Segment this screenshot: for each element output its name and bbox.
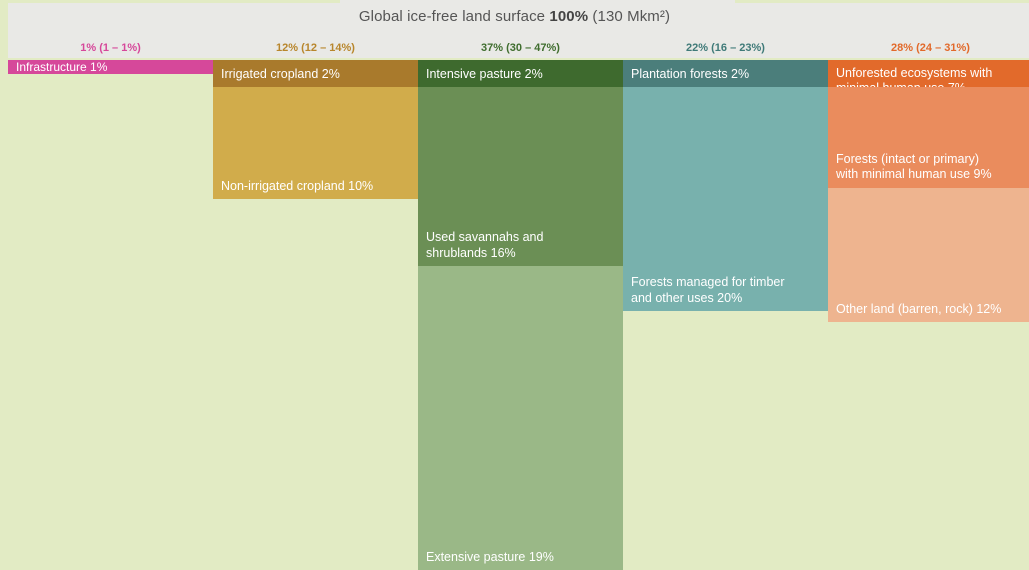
land-use-segment: Forests managed for timber and other use…	[623, 87, 828, 311]
column-share-label: 1% (1 – 1%)	[80, 42, 141, 54]
land-use-segment: Irrigated cropland 2%	[213, 60, 418, 87]
segment-label: Forests (intact or primary) with minimal…	[836, 152, 992, 181]
land-use-segment: Plantation forests 2%	[623, 60, 828, 87]
land-use-segment: Intensive pasture 2%	[418, 60, 623, 87]
segment-label: Extensive pasture 19%	[426, 550, 554, 564]
land-use-segment: Forests (intact or primary) with minimal…	[828, 87, 1029, 188]
land-use-segment: Used savannahs and shrublands 16%	[418, 87, 623, 266]
segment-label: Unforested ecosystems with minimal human…	[836, 66, 993, 87]
land-use-segment: Extensive pasture 19%	[418, 266, 623, 570]
segment-label: Forests managed for timber and other use…	[631, 275, 785, 305]
title-prefix: Global ice-free land surface	[358, 8, 550, 25]
land-use-segment: Unforested ecosystems with minimal human…	[828, 60, 1029, 87]
segment-label: Infrastructure 1%	[16, 60, 108, 74]
land-use-segment: Non-irrigated cropland 10%	[213, 87, 418, 199]
column-share-label: 28% (24 – 31%)	[891, 42, 970, 54]
header-band	[8, 3, 1029, 58]
title-tab	[340, 0, 735, 3]
segment-label: Other land (barren, rock) 12%	[836, 302, 1002, 316]
title-suffix: (130 Mkm²)	[588, 8, 671, 25]
land-use-segment: Other land (barren, rock) 12%	[828, 188, 1029, 322]
column-share-label: 12% (12 – 14%)	[276, 42, 355, 54]
column-share-label: 22% (16 – 23%)	[686, 42, 765, 54]
segment-label: Non-irrigated cropland 10%	[221, 179, 374, 193]
chart-title: Global ice-free land surface 100% (130 M…	[0, 8, 1029, 25]
segment-label: Plantation forests 2%	[631, 67, 750, 81]
segment-label: Used savannahs and shrublands 16%	[426, 230, 544, 260]
land-use-segment: Infrastructure 1%	[8, 60, 213, 74]
segment-label: Intensive pasture 2%	[426, 67, 543, 81]
column-share-label: 37% (30 – 47%)	[481, 42, 560, 54]
segment-label: Irrigated cropland 2%	[221, 67, 340, 81]
title-bold: 100%	[549, 8, 589, 25]
